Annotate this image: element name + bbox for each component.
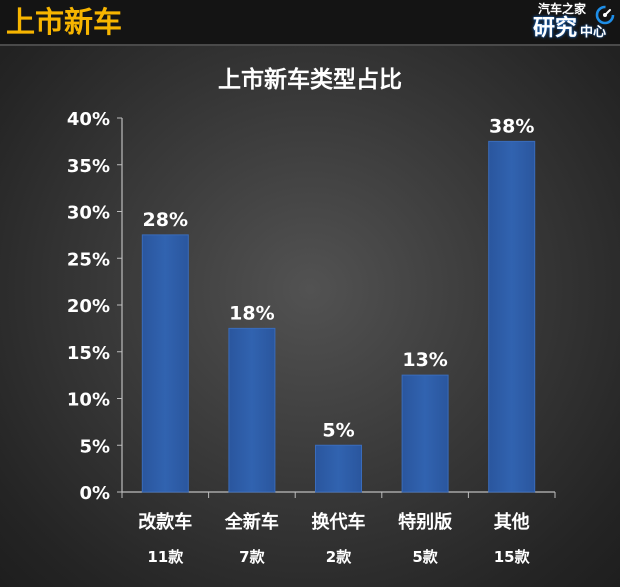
category-label: 其他 xyxy=(494,511,530,533)
swirl-icon xyxy=(595,5,615,25)
category-count-label: 5款 xyxy=(412,548,438,566)
logo-line1: 汽车之家 xyxy=(538,2,587,16)
chart-title: 上市新车类型占比 xyxy=(218,66,402,93)
category-label: 换代车 xyxy=(312,511,366,533)
logo-line2-small: 中心 xyxy=(580,25,607,40)
category-count-label: 7款 xyxy=(239,548,265,566)
bar-2 xyxy=(228,327,276,493)
logo-line2-big: 研究 xyxy=(533,16,578,41)
brand-logo: 汽车之家 研究 中心 xyxy=(530,1,618,43)
category-count-label: 15款 xyxy=(494,548,531,566)
data-label: 5% xyxy=(322,419,354,441)
y-tick-label: 35% xyxy=(67,156,110,177)
category-count-label: 11款 xyxy=(147,548,184,566)
y-tick-label: 15% xyxy=(67,343,110,364)
y-tick-label: 30% xyxy=(67,203,110,224)
y-tick-label: 10% xyxy=(67,390,110,411)
axes xyxy=(117,117,556,498)
y-tick-label: 20% xyxy=(67,296,110,317)
y-tick-label: 25% xyxy=(67,249,110,270)
bar-3 xyxy=(315,444,362,493)
bar-4 xyxy=(401,374,449,493)
header-bar: 上市新车 汽车之家 研究 中心 xyxy=(0,0,620,46)
bars xyxy=(141,140,536,493)
y-tick-label: 40% xyxy=(67,109,110,130)
bar-5 xyxy=(488,140,536,493)
y-tick-label: 5% xyxy=(79,436,110,457)
data-label: 38% xyxy=(489,115,534,137)
data-label: 28% xyxy=(143,209,188,231)
category-label: 特别版 xyxy=(398,511,452,533)
labels: 0% 5% 10% 15% 20% 25% 30% 35% 40% 28% 改款车 11款 18% 全新车… xyxy=(67,109,535,566)
data-label: 13% xyxy=(402,349,447,371)
category-count-label: 2款 xyxy=(326,548,352,566)
category-label: 全新车 xyxy=(224,511,279,533)
data-label: 18% xyxy=(229,302,274,324)
bar-chart: 上市新车类型占比 0% 5% 10% 15% 20% 25% 30% 35% 40% 28% 改款车… xyxy=(67,66,556,566)
y-tick-label: 0% xyxy=(79,483,110,504)
chart-area: 上市新车类型占比 0% 5% 10% 15% 20% 25% 30% 35% 40% 28% 改款车… xyxy=(0,46,620,587)
header-title: 上市新车 xyxy=(6,5,123,39)
bar-1 xyxy=(141,234,189,493)
category-label: 改款车 xyxy=(138,511,192,533)
